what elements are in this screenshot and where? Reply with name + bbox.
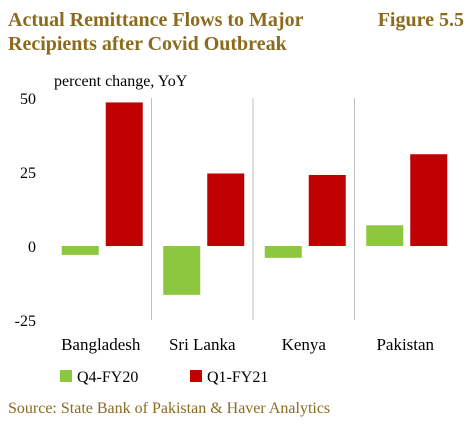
category-label: Bangladesh — [61, 335, 141, 354]
chart-title: Actual Remittance Flows to Major Recipie… — [8, 9, 304, 55]
category-label: Sri Lanka — [169, 335, 236, 354]
bar-Q1-FY21-Bangladesh — [105, 102, 143, 246]
bar-Q4-FY20-Sri Lanka — [163, 246, 201, 295]
legend-label: Q4-FY20 — [77, 369, 138, 386]
bar-Q4-FY20-Bangladesh — [61, 246, 99, 255]
bar-Q4-FY20-Pakistan — [366, 225, 404, 246]
legend-swatch — [60, 370, 72, 382]
bar-Q1-FY21-Pakistan — [410, 154, 448, 246]
category-label: Kenya — [282, 335, 327, 354]
source-note: Source: State Bank of Pakistan & Haver A… — [8, 400, 331, 417]
bar-Q1-FY21-Kenya — [308, 174, 346, 246]
category-label: Pakistan — [376, 335, 434, 354]
y-tick-label: -25 — [15, 313, 36, 330]
category-separators — [151, 98, 355, 320]
legend: Q4-FY20 Q1-FY21 — [60, 369, 268, 386]
y-tick-label: 25 — [20, 165, 36, 182]
bar-Q4-FY20-Kenya — [264, 246, 302, 258]
figure-label: Figure 5.5 — [377, 9, 464, 31]
bars — [61, 102, 448, 295]
y-tick-label: 50 — [20, 91, 36, 108]
y-axis-label: percent change, YoY — [54, 73, 188, 90]
y-tick-labels: 50 25 0 -25 — [15, 91, 36, 330]
legend-label: Q1-FY21 — [207, 369, 268, 386]
y-tick-label: 0 — [28, 239, 36, 256]
bar-Q1-FY21-Sri Lanka — [207, 173, 245, 246]
legend-swatch — [190, 370, 202, 382]
category-labels: Bangladesh Sri Lanka Kenya Pakistan — [61, 335, 434, 354]
